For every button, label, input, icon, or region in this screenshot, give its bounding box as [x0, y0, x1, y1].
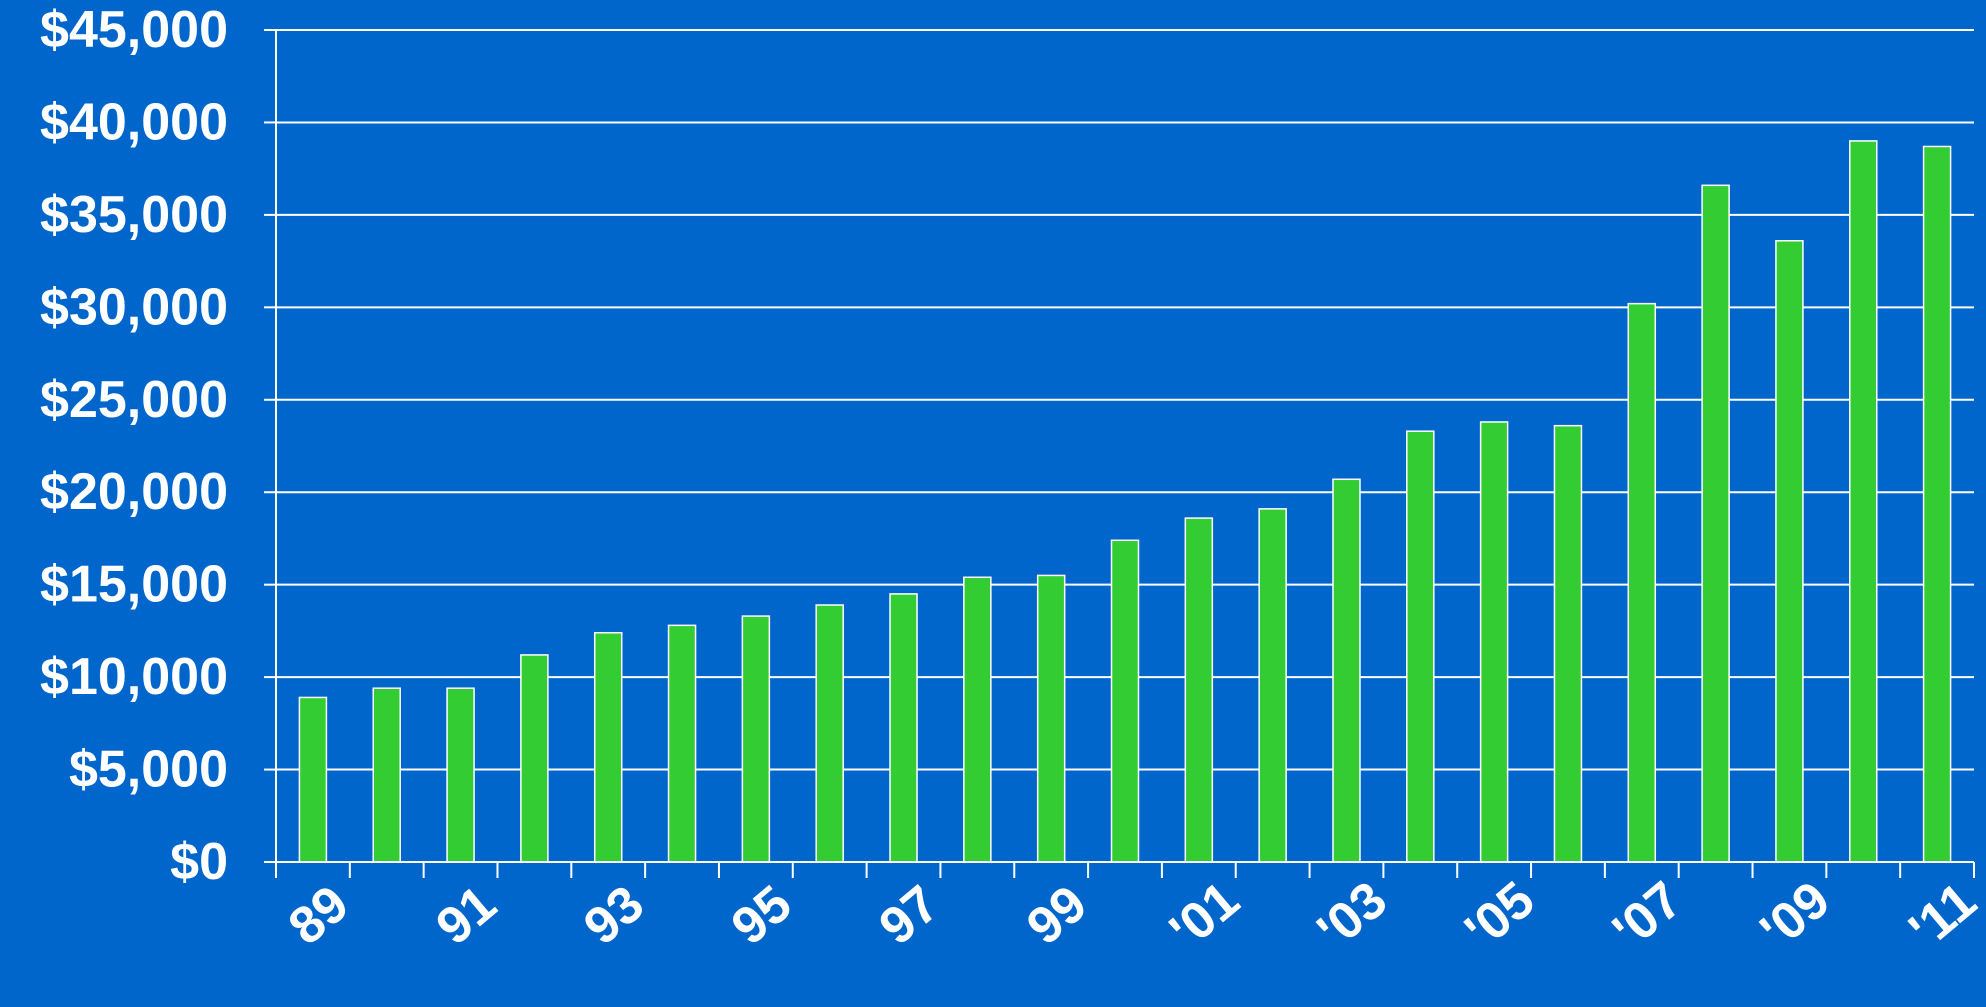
bar-1998: [963, 576, 992, 863]
x-tick-label: 97: [869, 875, 951, 957]
bar-2010: [1849, 140, 1878, 863]
bar-1994: [667, 624, 697, 863]
bar-2002: [1258, 508, 1287, 863]
bar-2005: [1479, 421, 1509, 863]
y-tick-label: $5,000: [69, 741, 228, 799]
bar-1997: [889, 593, 918, 863]
bar-1989: [298, 696, 328, 863]
y-tick-label: $25,000: [40, 371, 228, 429]
bar-1992: [520, 654, 549, 863]
x-tick-label: 99: [1016, 875, 1098, 957]
bar-1995: [741, 615, 771, 863]
bar-2009: [1775, 240, 1804, 863]
y-tick-label: $0: [170, 833, 228, 891]
bar-2008: [1701, 184, 1730, 863]
bar-2001: [1184, 517, 1214, 863]
y-tick-label: $40,000: [40, 93, 228, 151]
bar-2011: [1922, 145, 1952, 863]
y-tick-label: $45,000: [40, 1, 228, 59]
bar-1996: [815, 604, 844, 863]
x-tick-label: 95: [721, 875, 803, 957]
x-tick-label: '09: [1750, 871, 1841, 961]
bar-2004: [1406, 430, 1435, 863]
x-tick-label: '07: [1602, 871, 1693, 961]
x-tick-label: '05: [1454, 871, 1545, 961]
bar-1991: [446, 687, 475, 863]
axes: [264, 29, 1975, 878]
x-tick-label: 91: [426, 875, 508, 957]
bar-1999: [1036, 574, 1066, 863]
bar-2000: [1110, 539, 1140, 863]
x-tick-label: '11: [1899, 872, 1986, 960]
bar-2003: [1332, 478, 1361, 863]
x-tick-label: '03: [1307, 871, 1398, 961]
bar-2007: [1627, 302, 1657, 863]
bar-1993: [593, 631, 623, 863]
y-tick-label: $35,000: [40, 186, 228, 244]
x-tick-label: 89: [278, 875, 360, 957]
x-tick-label: 93: [573, 875, 655, 957]
y-tick-labels: $0 $5,000 $10,000 $15,000 $20,000 $25,000 $30,…: [40, 1, 228, 891]
gridlines: [276, 29, 1974, 771]
x-tick-label: '01: [1159, 871, 1250, 961]
x-tick-labels: 89 91 93 95 97 99 '01 '03 '05 '07 '09 '11: [278, 871, 1986, 961]
y-tick-label: $15,000: [40, 556, 228, 614]
y-tick-label: $10,000: [40, 648, 228, 706]
y-tick-label: $20,000: [40, 463, 228, 521]
bars: [298, 140, 1952, 863]
bar-2006: [1553, 424, 1583, 863]
bar-1990: [372, 687, 401, 863]
y-tick-label: $30,000: [40, 278, 228, 336]
